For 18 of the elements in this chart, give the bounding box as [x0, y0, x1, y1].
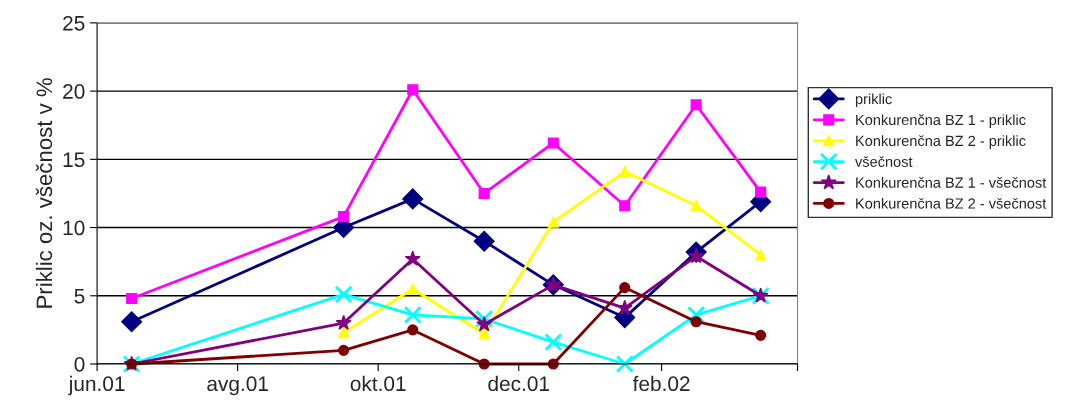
y-tick-label: 0: [74, 357, 85, 372]
legend-label: Konkurenčna BZ 2 - všečnost: [856, 197, 1047, 209]
y-tick-label: 20: [63, 84, 85, 99]
y-axis-title: Priklic oz. všečnost v %: [35, 78, 53, 308]
x-tick-label: okt.01: [350, 375, 406, 392]
legend-label: Konkurenčna BZ 2 - priklic: [856, 135, 1026, 149]
legend-label: Konkurenčna BZ 1 - priklic: [856, 114, 1026, 128]
x-tick-label: jun.01: [68, 375, 125, 396]
y-tick-label: 10: [63, 220, 85, 236]
y-tick-label: 15: [63, 152, 85, 168]
legend-label: priklic: [855, 93, 892, 108]
y-tick-label: 5: [74, 288, 85, 304]
x-tick-label: dec.01: [488, 375, 549, 392]
legend-label: všečnost: [855, 156, 913, 167]
x-tick-label: avg.01: [207, 376, 268, 396]
x-tick-label: feb.02: [632, 375, 690, 392]
y-tick-label: 25: [63, 15, 85, 31]
legend-label: Konkurenčna BZ 1 - všečnost: [856, 177, 1047, 188]
